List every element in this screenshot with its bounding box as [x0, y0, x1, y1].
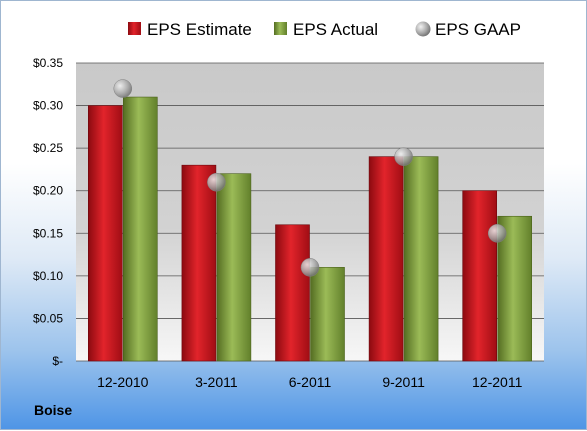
y-tick-label: $0.10 [33, 269, 63, 283]
eps-gaap-legend-swatch [415, 21, 431, 37]
y-tick-label: $0.05 [33, 311, 63, 325]
y-tick-label: $0.35 [33, 56, 63, 70]
eps-estimate-legend-swatch [128, 22, 141, 35]
company-name: Boise [34, 402, 73, 418]
eps-actual-bar [310, 267, 345, 362]
legend-label: EPS GAAP [435, 20, 521, 39]
eps-estimate-bar [181, 164, 217, 362]
legend-label: EPS Actual [293, 20, 378, 39]
eps-estimate-bar [368, 156, 404, 362]
x-tick-label: 6-2011 [289, 374, 332, 390]
eps-actual-bar [497, 215, 533, 362]
eps-actual-bar [123, 96, 158, 362]
eps-gaap-point [394, 147, 413, 166]
legend-label: EPS Estimate [147, 20, 252, 39]
eps-estimate-bar [88, 105, 123, 362]
eps-actual-bar [403, 156, 439, 362]
y-tick-label: $0.15 [33, 226, 63, 240]
eps-gaap-point [207, 172, 226, 192]
eps-gaap-point [113, 79, 133, 98]
eps-gaap-point [487, 224, 507, 243]
eps-estimate-bar [462, 190, 498, 362]
y-tick-label: $0.25 [33, 141, 63, 155]
x-tick-label: 9-2011 [382, 374, 425, 390]
eps-actual-legend-swatch [274, 22, 287, 35]
y-tick-label: $- [52, 354, 63, 368]
eps-estimate-bar [275, 224, 310, 362]
y-tick-label: $0.30 [33, 99, 63, 113]
x-tick-label: 12-2010 [97, 374, 149, 390]
eps-actual-bar [216, 173, 252, 362]
y-tick-label: $0.20 [33, 184, 63, 198]
eps-gaap-point [300, 258, 320, 277]
x-tick-label: 3-2011 [195, 374, 238, 390]
x-tick-label: 12-2011 [472, 374, 523, 390]
